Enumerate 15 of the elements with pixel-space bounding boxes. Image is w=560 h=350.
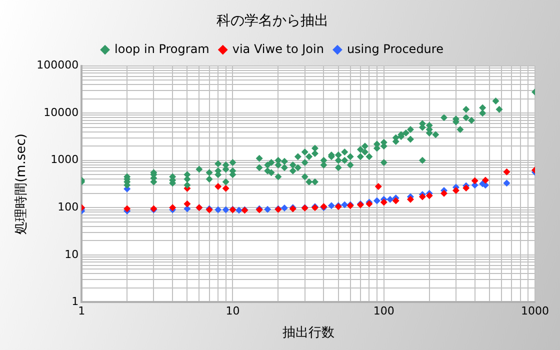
- x-axis-title: 抽出行数: [282, 326, 334, 341]
- x-tick-label: 10: [226, 304, 240, 318]
- legend-label: via Viwe to Join: [232, 42, 324, 56]
- y-tick-label: 10: [64, 248, 79, 261]
- y-tick-label: 1: [72, 295, 79, 308]
- legend-label: using Procedure: [346, 42, 444, 56]
- y-tick-label: 1000: [50, 153, 79, 166]
- x-tick-label: 100: [373, 304, 394, 318]
- x-tick-label: 1000: [521, 304, 549, 318]
- y-tick-label: 100000: [36, 58, 79, 72]
- y-tick-label: 100: [58, 200, 79, 214]
- y-tick-label: 10000: [44, 106, 79, 119]
- y-axis-title: 処理時間(m.sec): [14, 134, 30, 234]
- legend-label: loop in Program: [114, 42, 210, 56]
- chart-title: 科の学名から抽出: [216, 13, 328, 30]
